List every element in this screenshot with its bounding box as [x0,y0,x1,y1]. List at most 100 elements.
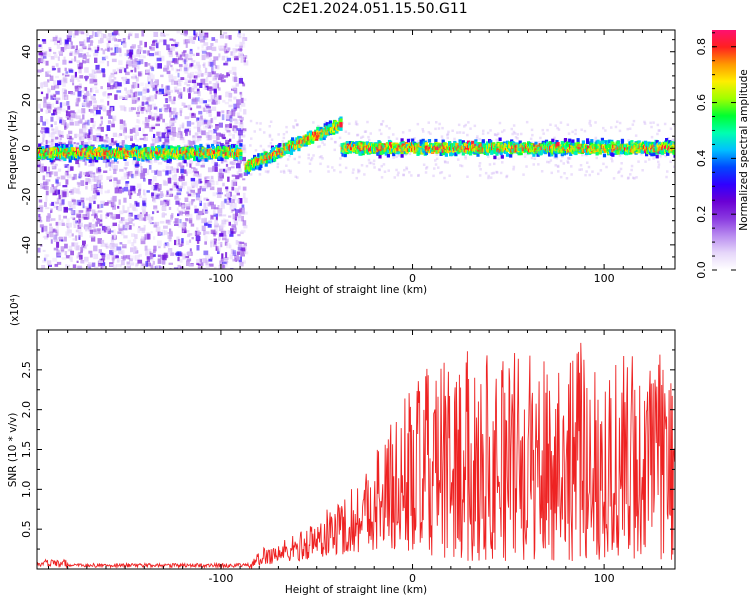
signal-cell [132,156,137,161]
noise-cell [62,185,68,188]
noise-cell [196,88,200,94]
noise-cell [388,127,391,130]
noise-cell [173,86,178,91]
noise-cell [77,97,81,102]
noise-cell [253,130,256,133]
noise-cell [206,106,211,109]
noise-cell [203,176,209,179]
noise-cell [269,120,273,123]
noise-cell [163,34,166,37]
noise-cell [223,75,229,78]
noise-cell [632,119,636,123]
noise-cell [204,53,209,59]
noise-cell [217,205,220,210]
noise-cell [223,257,229,260]
noise-cell [242,192,246,199]
noise-cell [103,230,107,233]
noise-cell [112,84,117,89]
noise-cell [94,71,97,74]
noise-cell [84,93,87,96]
noise-cell [239,248,243,253]
noise-cell [117,205,120,209]
noise-cell [540,170,544,173]
noise-cell [217,250,220,254]
noise-cell [188,217,193,224]
noise-cell [137,49,140,53]
noise-cell [664,154,668,158]
noise-cell [236,198,240,203]
noise-cell [100,98,104,103]
noise-cell [45,231,50,235]
noise-cell [597,172,600,176]
noise-cell [585,170,588,173]
noise-cell [199,258,202,262]
noise-cell [141,170,144,173]
noise-cell [216,141,222,144]
noise-cell [66,123,70,128]
noise-cell [104,190,109,194]
noise-cell [106,125,111,131]
noise-cell [127,213,132,218]
noise-cell [39,224,44,228]
noise-cell [74,87,79,92]
noise-cell [224,43,228,48]
signal-cell [65,148,69,153]
noise-cell [512,130,516,134]
noise-cell [74,49,80,55]
noise-cell [171,213,174,218]
noise-cell [47,70,51,74]
noise-cell [294,175,297,178]
noise-cell [55,97,61,101]
noise-cell [172,185,175,189]
noise-cell [235,48,240,52]
noise-cell [97,260,103,267]
noise-cell [126,174,130,179]
noise-cell [146,256,150,263]
noise-cell [239,207,243,213]
noise-cell [626,127,629,131]
noise-cell [457,158,460,161]
noise-cell [145,97,151,100]
noise-cell [53,234,58,240]
signal-cell [269,159,274,163]
noise-cell [197,91,201,97]
noise-cell [204,217,207,223]
noise-cell [75,45,78,50]
noise-cell [69,204,72,208]
noise-cell [164,109,169,113]
noise-cell [211,215,214,219]
noise-cell [124,219,128,223]
noise-cell [191,167,196,170]
noise-cell [254,149,258,152]
noise-cell [657,129,660,132]
noise-cell [50,95,55,100]
noise-cell [207,71,212,78]
noise-cell [100,262,106,267]
noise-cell [208,258,213,262]
noise-cell [167,189,170,192]
noise-cell [218,225,224,232]
noise-cell [199,70,203,75]
noise-cell [82,124,88,130]
noise-cell [133,82,138,89]
noise-cell [478,164,481,168]
noise-cell [100,188,103,195]
noise-cell [531,133,534,137]
noise-cell [71,197,75,201]
signal-cell [235,156,239,161]
noise-cell [40,82,45,85]
noise-cell [219,34,225,39]
noise-cell [193,126,199,129]
noise-cell [132,218,135,222]
noise-cell [166,243,170,248]
noise-cell [111,138,114,143]
noise-cell [231,224,236,228]
noise-cell [232,217,237,223]
noise-cell [171,67,174,71]
noise-cell [100,120,103,125]
noise-cell [425,167,428,170]
noise-cell [176,207,179,211]
noise-cell [138,54,144,59]
noise-cell [530,128,534,132]
noise-cell [173,58,178,63]
